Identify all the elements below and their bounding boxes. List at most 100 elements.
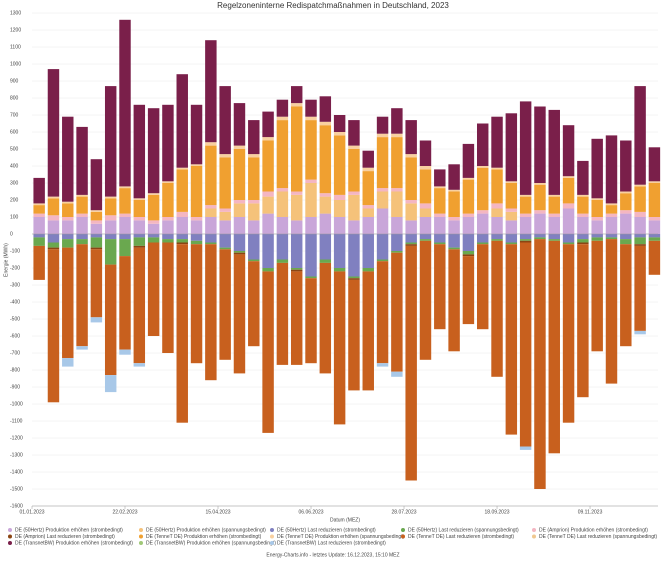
bar-segment (505, 183, 518, 209)
bar-segment (448, 191, 460, 217)
bar-segment (391, 133, 403, 138)
bar-segment (147, 194, 160, 221)
bar-segment (476, 167, 489, 211)
bar-segment (620, 239, 632, 245)
bar-segment (290, 269, 303, 272)
bar-segment (147, 193, 160, 195)
bar-segment (219, 247, 231, 250)
bar-segment (162, 181, 174, 183)
legend-swatch (8, 534, 12, 539)
bar-segment (605, 234, 618, 238)
bar-segment (591, 240, 603, 352)
bar-segment (290, 220, 303, 234)
bar-segment (476, 213, 489, 234)
bar-segment (233, 251, 246, 253)
bar-segment (519, 240, 532, 243)
bar-segment (419, 166, 432, 170)
bar-segment (276, 191, 289, 217)
bar-segment (620, 213, 632, 234)
bar-segment (205, 244, 217, 381)
bar-segment (462, 217, 475, 234)
bar-segment (205, 242, 217, 245)
bar-segment (419, 217, 432, 234)
y-tick-label: 1200 (10, 27, 21, 33)
bar-segment (348, 120, 360, 146)
legend-label: DE (TenneT DE) Last reduzieren (spannung… (539, 534, 657, 540)
bar-segment (333, 115, 346, 132)
bar-segment (376, 234, 389, 260)
bar-segment (147, 242, 160, 336)
bar-segment (248, 157, 260, 200)
bar-segment (391, 191, 403, 217)
bar-segment (90, 220, 103, 224)
bar-segment (162, 242, 174, 353)
bar-segment (248, 203, 260, 221)
bar-segment (104, 264, 117, 376)
bar-segment (405, 154, 417, 158)
bar-segment (219, 249, 231, 360)
bar-segment (505, 211, 518, 221)
x-tick-label: 06.06.2023 (299, 509, 324, 515)
bar-segment (362, 208, 374, 217)
bar-segment (591, 234, 603, 238)
bar-segment (119, 234, 131, 240)
bar-segment (620, 234, 632, 240)
bar-segment (362, 268, 374, 272)
bar-segment (104, 86, 117, 197)
bar-segment (119, 217, 131, 234)
y-tick-label: 0 (10, 231, 13, 237)
bar-segment (290, 271, 303, 365)
bar-segment (419, 240, 432, 360)
y-tick-label: -800 (10, 367, 20, 373)
bar-segment (262, 140, 274, 192)
bar-segment (190, 164, 203, 166)
bar-segment (104, 375, 117, 393)
y-tick-label: -300 (10, 282, 20, 288)
x-tick-label: 22.02.2023 (112, 509, 137, 515)
bar-segment (448, 247, 460, 250)
bar-segment (405, 120, 417, 155)
bar-segment (634, 237, 646, 245)
x-tick-label: 01.01.2023 (19, 509, 44, 515)
bar-segment (391, 252, 403, 372)
bar-segment (248, 154, 260, 158)
bar-segment (505, 220, 518, 234)
bar-segment (405, 245, 417, 481)
bar-segment (362, 171, 374, 206)
bar-segment (434, 244, 446, 330)
bar-segment (362, 271, 374, 391)
bar-segment (562, 234, 575, 243)
bar-segment (33, 237, 45, 246)
bar-segment (462, 256, 475, 325)
bar-segment (104, 234, 117, 240)
bar-segment (190, 220, 203, 234)
bar-segment (376, 363, 389, 367)
bar-segment (620, 244, 632, 347)
bar-segment (219, 157, 231, 209)
bar-segment (176, 211, 188, 217)
y-tick-label: 1100 (10, 44, 21, 50)
bar-segment (491, 217, 503, 234)
bar-segment (262, 196, 274, 214)
footer: Energy-Charts.info - letztes Update: 16.… (266, 552, 399, 558)
bar-segment (319, 259, 332, 263)
bar-segment (333, 132, 346, 136)
bar-segment (219, 208, 231, 212)
y-tick-label: 100 (10, 214, 19, 220)
bar-segment (591, 198, 603, 200)
bar-segment (62, 247, 74, 359)
bar-segment (262, 268, 274, 272)
bar-segment (462, 177, 475, 180)
bar-segment (362, 167, 374, 172)
bar-segment (376, 261, 389, 364)
bar-segment (634, 234, 646, 238)
bar-segment (505, 242, 518, 245)
bar-segment (405, 234, 417, 243)
bar-segment (76, 217, 88, 234)
y-axis-label: Energie (MWh) (3, 243, 9, 277)
bar-segment (419, 239, 432, 241)
bar-segment (362, 150, 374, 168)
y-tick-label: 600 (10, 129, 19, 135)
bar-segment (190, 234, 203, 241)
bar-segment (591, 220, 603, 234)
